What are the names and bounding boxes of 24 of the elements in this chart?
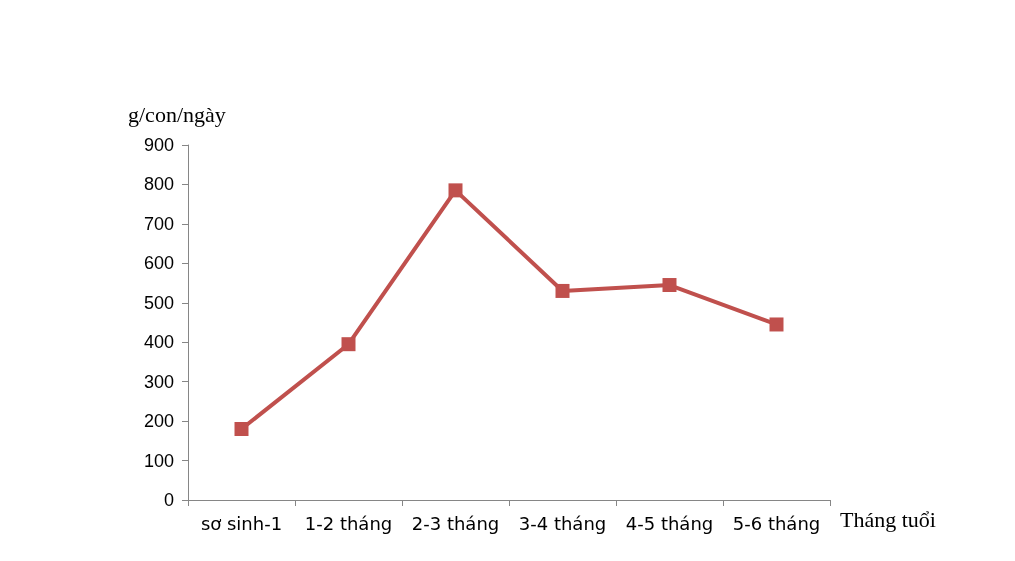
x-tick-label: 4-5 tháng	[625, 512, 714, 534]
y-tick-label: 400	[143, 332, 174, 353]
y-tick-label: 0	[163, 490, 174, 510]
y-tick-label: 700	[143, 213, 174, 234]
y-tick-label: 900	[143, 135, 174, 155]
point	[448, 183, 463, 198]
point	[341, 337, 356, 352]
x-tick-label: sơ sinh-1	[200, 512, 283, 534]
x-tick-label: 5-6 tháng	[732, 512, 821, 534]
x-tick-label: 1-2 tháng	[304, 512, 393, 534]
x-tick-label: 3-4 tháng	[518, 512, 607, 534]
y-tick-label: 800	[143, 174, 174, 195]
point	[234, 422, 249, 436]
y-tick-label: 500	[143, 292, 174, 313]
point	[662, 278, 677, 293]
x-axis-title: Tháng tuổi	[840, 506, 936, 532]
y-tick-label: 300	[143, 371, 174, 392]
x-tick-label: 2-3 tháng	[411, 512, 500, 534]
y-tick-label: 100	[143, 450, 174, 471]
y-axis-title: g/con/ngày	[128, 101, 226, 127]
point	[555, 283, 570, 298]
point	[769, 317, 784, 332]
y-tick-label: 200	[143, 411, 174, 432]
y-tick-label: 600	[143, 253, 174, 274]
